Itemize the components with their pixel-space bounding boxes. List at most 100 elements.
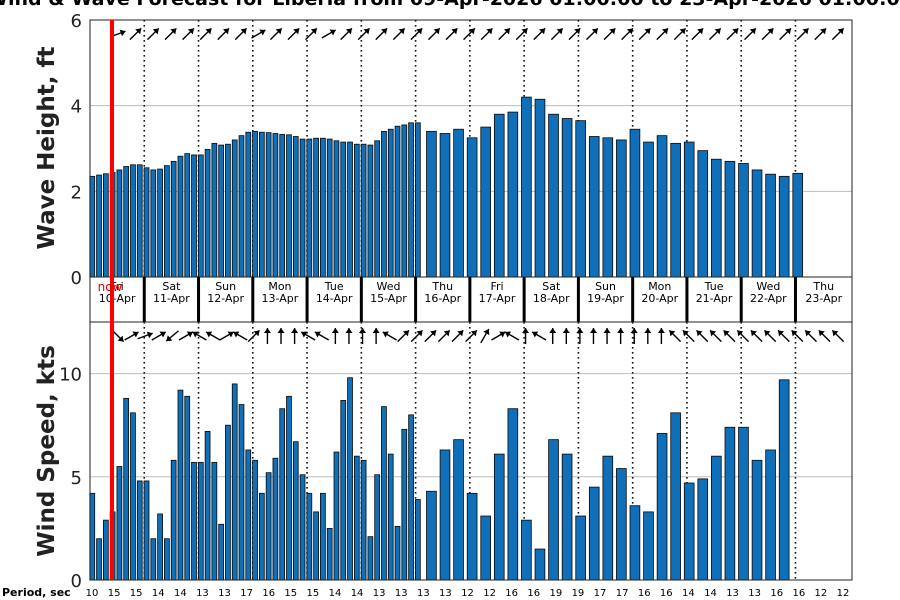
direction-arrow bbox=[796, 27, 810, 41]
bar bbox=[245, 131, 252, 278]
arrow-head bbox=[314, 331, 321, 338]
bar bbox=[367, 536, 374, 581]
direction-arrow bbox=[709, 329, 722, 343]
bar bbox=[387, 128, 394, 278]
bar bbox=[218, 144, 224, 278]
direction-arrow bbox=[287, 27, 300, 41]
arrow-head bbox=[233, 331, 240, 338]
bar bbox=[286, 395, 292, 581]
bar bbox=[272, 133, 279, 278]
day-date: 14-Apr bbox=[316, 292, 353, 305]
bar bbox=[616, 139, 627, 278]
day-label-strip: Fri10-AprSat11-AprSun12-AprMon13-AprTue1… bbox=[89, 276, 853, 323]
bar bbox=[360, 143, 367, 278]
bar bbox=[96, 538, 102, 581]
arrow-head bbox=[223, 28, 230, 35]
direction-arrow bbox=[818, 329, 831, 343]
bar bbox=[211, 142, 218, 278]
bar bbox=[313, 137, 319, 278]
bar bbox=[670, 142, 681, 278]
bar bbox=[401, 124, 408, 278]
direction-arrow bbox=[321, 29, 337, 39]
bar bbox=[724, 426, 736, 581]
direction-arrow bbox=[480, 328, 490, 344]
arrow-head bbox=[483, 329, 490, 336]
bar bbox=[493, 113, 505, 278]
bar bbox=[521, 519, 532, 581]
bar bbox=[466, 492, 478, 581]
arrow-head bbox=[697, 28, 704, 35]
period-tick: 19 bbox=[572, 588, 585, 599]
bar bbox=[602, 455, 614, 581]
period-tick: 13 bbox=[395, 588, 408, 599]
bar bbox=[150, 538, 157, 581]
arrow-head bbox=[433, 28, 440, 35]
arrow-head bbox=[818, 330, 825, 337]
y-tick-label: 6 bbox=[71, 11, 82, 32]
arrow-head bbox=[764, 330, 771, 337]
bar bbox=[184, 395, 191, 581]
bar bbox=[534, 98, 546, 278]
arrow-head bbox=[468, 28, 475, 35]
direction-arrow bbox=[736, 329, 750, 343]
bar bbox=[89, 175, 96, 278]
arrow-head bbox=[443, 330, 450, 337]
bar bbox=[360, 459, 367, 581]
bar bbox=[130, 412, 136, 581]
bar bbox=[333, 451, 340, 581]
direction-arrow bbox=[372, 328, 380, 344]
arrow-head bbox=[503, 28, 510, 35]
arrow-head bbox=[451, 28, 458, 35]
arrow-head bbox=[186, 331, 193, 338]
direction-arrow bbox=[638, 27, 651, 41]
arrow-head bbox=[682, 330, 689, 337]
arrow-head bbox=[749, 28, 756, 35]
direction-arrow bbox=[410, 27, 423, 41]
bar bbox=[258, 131, 265, 278]
direction-arrow bbox=[576, 328, 584, 344]
arrow-head bbox=[505, 331, 512, 338]
direction-arrow bbox=[234, 27, 248, 41]
period-tick: 14 bbox=[152, 588, 165, 599]
bar bbox=[439, 449, 451, 581]
direction-arrow bbox=[531, 331, 547, 341]
bar bbox=[197, 461, 204, 581]
direction-arrow bbox=[831, 27, 845, 41]
direction-arrow bbox=[673, 27, 687, 41]
chart-title: Wind & Wave Forecast for Liberia from 09… bbox=[0, 0, 900, 10]
direction-arrow bbox=[178, 331, 194, 341]
arrow-head bbox=[253, 330, 260, 337]
bar bbox=[408, 122, 414, 278]
period-tick: 12 bbox=[461, 588, 474, 599]
direction-arrow bbox=[668, 329, 682, 343]
period-tick: 12 bbox=[837, 588, 850, 599]
arrow-head bbox=[135, 28, 142, 35]
direction-arrow bbox=[437, 329, 451, 343]
arrow-head bbox=[416, 28, 423, 35]
bar bbox=[426, 130, 437, 278]
bar bbox=[299, 474, 306, 581]
direction-arrow bbox=[124, 331, 139, 341]
arrow-head bbox=[291, 328, 299, 333]
period-tick: 15 bbox=[307, 588, 320, 599]
bar bbox=[157, 513, 163, 581]
arrow-head bbox=[820, 28, 827, 35]
period-label: Period, sec bbox=[2, 586, 71, 599]
bar bbox=[177, 155, 184, 278]
day-date: 22-Apr bbox=[750, 292, 787, 305]
bar bbox=[656, 135, 668, 278]
direction-arrow bbox=[695, 329, 709, 343]
bar bbox=[96, 174, 102, 278]
arrow-head bbox=[301, 331, 308, 338]
period-tick: 13 bbox=[196, 588, 209, 599]
bar bbox=[387, 453, 394, 581]
direction-arrow bbox=[340, 27, 353, 41]
period-tick: 13 bbox=[373, 588, 386, 599]
bar bbox=[292, 441, 299, 581]
direction-arrow bbox=[585, 27, 599, 41]
arrow-head bbox=[539, 28, 546, 35]
bar bbox=[367, 144, 374, 278]
direction-arrow bbox=[137, 331, 153, 340]
arrow-head bbox=[206, 331, 213, 338]
bar bbox=[170, 160, 177, 278]
